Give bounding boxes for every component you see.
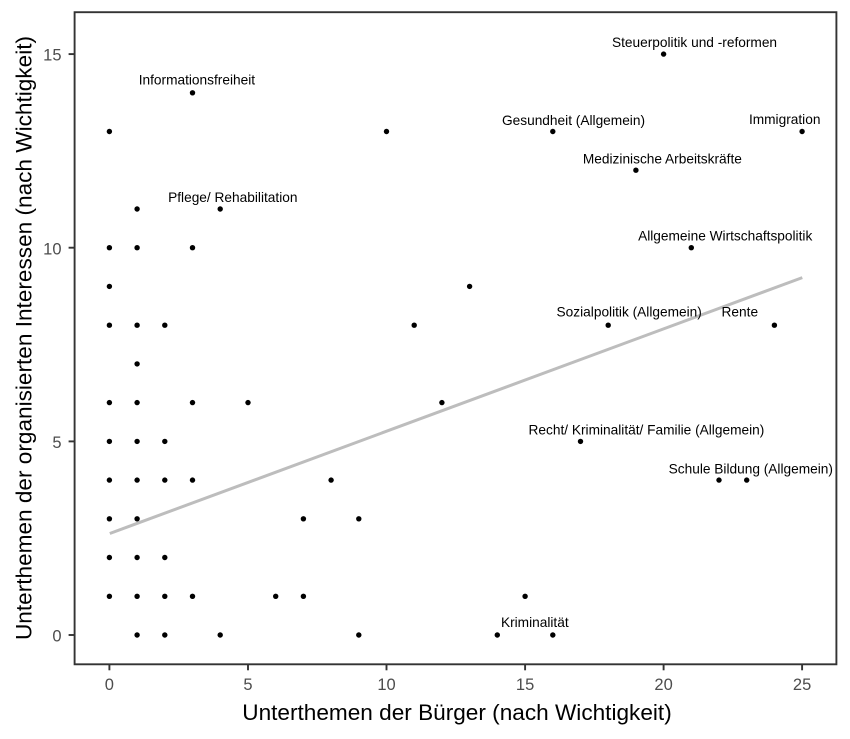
svg-text:Rente: Rente: [722, 304, 759, 319]
svg-text:10: 10: [43, 240, 61, 258]
svg-text:Sozialpolitik (Allgemein): Sozialpolitik (Allgemein): [557, 304, 702, 319]
svg-text:10: 10: [377, 676, 395, 694]
svg-text:0: 0: [52, 628, 61, 646]
svg-text:5: 5: [52, 434, 61, 452]
svg-text:Unterthemen der organisierten: Unterthemen der organisierten Interessen…: [11, 36, 36, 640]
svg-text:Immigration: Immigration: [749, 112, 821, 127]
svg-text:Recht/ Kriminalität/ Familie (: Recht/ Kriminalität/ Familie (Allgemein): [529, 423, 765, 438]
svg-text:Pflege/ Rehabilitation: Pflege/ Rehabilitation: [168, 190, 297, 205]
svg-text:5: 5: [243, 676, 252, 694]
svg-text:Medizinische Arbeitskräfte: Medizinische Arbeitskräfte: [583, 152, 742, 167]
svg-text:Informationsfreiheit: Informationsfreiheit: [139, 73, 256, 88]
svg-text:Kriminalität: Kriminalität: [501, 615, 569, 630]
svg-text:Steuerpolitik und -reformen: Steuerpolitik und -reformen: [612, 35, 777, 50]
svg-text:Gesundheit (Allgemein): Gesundheit (Allgemein): [502, 113, 645, 128]
svg-text:15: 15: [43, 47, 61, 65]
svg-text:Allgemeine Wirtschaftspolitik: Allgemeine Wirtschaftspolitik: [638, 228, 812, 243]
svg-text:15: 15: [516, 676, 534, 694]
svg-text:20: 20: [654, 676, 672, 694]
svg-text:25: 25: [793, 676, 811, 694]
svg-text:0: 0: [105, 676, 114, 694]
svg-text:Unterthemen der Bürger (nach W: Unterthemen der Bürger (nach Wichtigkeit…: [242, 700, 671, 725]
svg-text:Schule Bildung (Allgemein): Schule Bildung (Allgemein): [669, 462, 833, 477]
